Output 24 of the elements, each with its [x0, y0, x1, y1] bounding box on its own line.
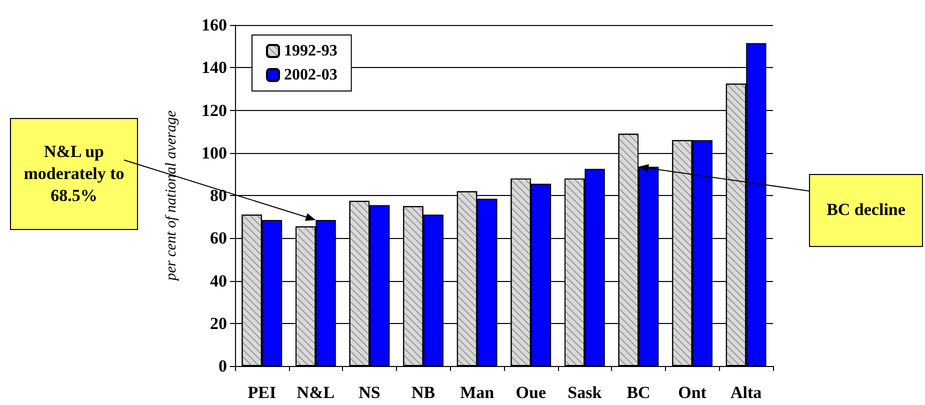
y-axis-title: per cent of national average	[164, 110, 180, 282]
callout-box: N&L up moderately to 68.5%	[10, 118, 138, 230]
y-tick-label: 0	[218, 356, 227, 376]
callout-box: BC decline	[809, 174, 923, 247]
y-tick-label: 60	[210, 228, 227, 248]
x-tick-label: Man	[460, 383, 495, 402]
x-tick-label: Oue	[516, 383, 546, 402]
y-tick-label: 140	[202, 58, 227, 78]
legend-label: 2002-03	[284, 66, 338, 84]
x-tick-label: PEI	[248, 383, 276, 402]
y-tick-label: 160	[202, 16, 227, 34]
x-tick-label: N&L	[296, 383, 335, 402]
y-tick-label: 20	[210, 314, 227, 333]
x-tick-label: BC	[626, 383, 650, 402]
x-tick-label: NB	[411, 383, 436, 402]
y-tick-label: 120	[202, 100, 227, 120]
x-tick-label: Alta	[730, 383, 762, 402]
x-tick-label: Sask	[568, 383, 602, 402]
y-tick-label: 40	[210, 271, 227, 290]
y-tick-label: 80	[210, 186, 227, 205]
legend-label: 1992-93	[284, 42, 338, 60]
x-tick-label: Ont	[678, 383, 707, 402]
y-tick-label: 100	[202, 143, 227, 162]
x-tick-label: NS	[358, 383, 380, 402]
